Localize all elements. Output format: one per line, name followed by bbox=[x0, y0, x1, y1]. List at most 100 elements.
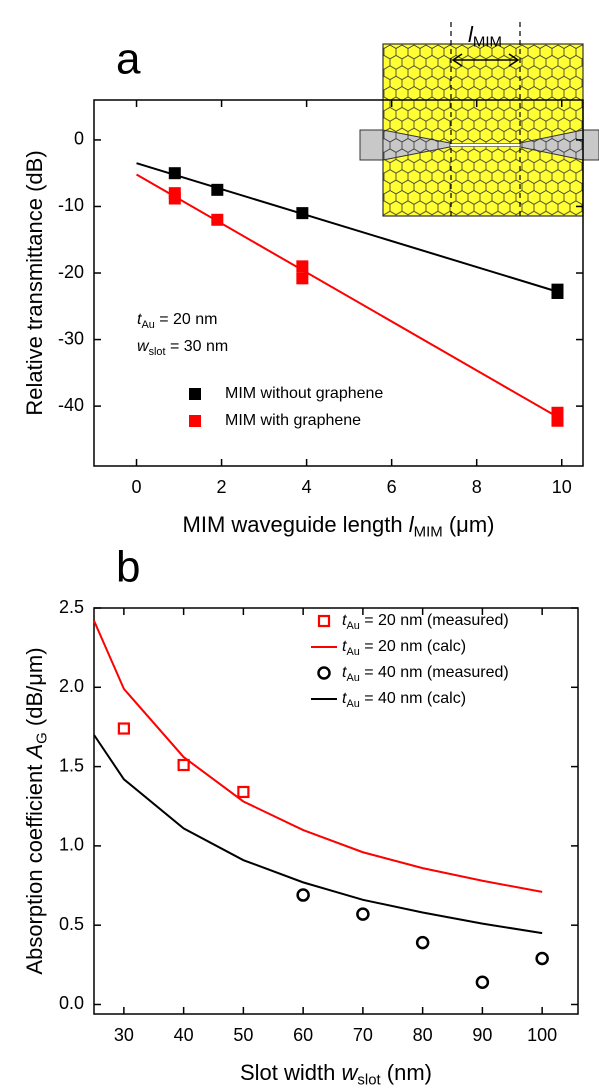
panel-label: b bbox=[116, 543, 140, 592]
label-part: slot bbox=[149, 346, 166, 358]
y-tick-label: 1.5 bbox=[59, 755, 84, 775]
plot-frame bbox=[93, 99, 584, 467]
label-part: (dB/μm) bbox=[22, 647, 47, 732]
legend-label: MIM with graphene bbox=[225, 412, 361, 429]
legend-label: MIM without graphene bbox=[225, 385, 383, 402]
label-part: = 40 nm (calc) bbox=[360, 690, 466, 707]
inset-diagram: lMIM bbox=[359, 22, 599, 217]
label-part: = 20 nm bbox=[155, 311, 218, 328]
data-point bbox=[177, 758, 190, 772]
legend-label: tAu = 20 nm (calc) bbox=[342, 638, 466, 657]
y-tick-label: -10 bbox=[58, 195, 84, 215]
x-tick-label: 60 bbox=[293, 1025, 313, 1045]
label-part: l bbox=[409, 512, 415, 537]
y-tick-label: 2.5 bbox=[59, 597, 84, 617]
label-part: Au bbox=[346, 620, 359, 632]
label-part: Relative transmittance (dB) bbox=[22, 150, 47, 415]
data-point bbox=[535, 951, 549, 966]
label-part: Au bbox=[346, 698, 359, 710]
slot bbox=[449, 143, 521, 147]
data-point bbox=[356, 907, 370, 921]
y-tick-label: 1.0 bbox=[59, 835, 84, 855]
legend-label: tAu = 20 nm (measured) bbox=[342, 612, 509, 631]
label-part: = 20 nm (calc) bbox=[360, 638, 466, 655]
y-axis-label: Relative transmittance (dB) bbox=[22, 150, 47, 415]
x-axis-label: Slot width wslot (nm) bbox=[240, 1060, 432, 1089]
label-part: Au bbox=[141, 319, 154, 331]
label-part: MIM without graphene bbox=[225, 385, 383, 402]
y-tick-label: -20 bbox=[58, 262, 84, 282]
y-tick-label: -30 bbox=[58, 328, 84, 348]
x-tick-label: 80 bbox=[413, 1025, 433, 1045]
data-point bbox=[168, 167, 181, 180]
data-point bbox=[415, 935, 430, 950]
x-tick-label: 2 bbox=[217, 477, 227, 497]
data-point bbox=[296, 260, 309, 273]
inset-label: lMIM bbox=[468, 22, 502, 51]
x-tick-label: 40 bbox=[174, 1025, 194, 1045]
label-part: t bbox=[342, 638, 347, 655]
data-point bbox=[551, 414, 564, 427]
taper-left-graphene bbox=[383, 130, 450, 160]
label-part: Au bbox=[346, 672, 359, 684]
label-part: A bbox=[22, 744, 47, 761]
x-tick-label: 4 bbox=[302, 477, 312, 497]
label-part: Slot width bbox=[240, 1060, 342, 1085]
legend-marker bbox=[317, 666, 331, 680]
x-tick-label: 100 bbox=[527, 1025, 557, 1045]
x-tick-label: 6 bbox=[387, 477, 397, 497]
graphene-pattern bbox=[383, 44, 583, 216]
taper-right-graphene bbox=[520, 130, 583, 160]
legend-marker bbox=[317, 614, 331, 628]
label-part: G bbox=[34, 732, 51, 744]
legend-label: tAu = 40 nm (calc) bbox=[342, 690, 466, 709]
x-axis-label: MIM waveguide length lMIM (μm) bbox=[183, 512, 495, 541]
x-tick-label: 30 bbox=[114, 1025, 134, 1045]
label-part: = 30 nm bbox=[166, 338, 229, 355]
x-tick-label: 70 bbox=[353, 1025, 373, 1045]
label-part: l bbox=[468, 22, 474, 47]
annotation: wslot = 30 nm bbox=[137, 338, 228, 357]
data-line bbox=[136, 173, 563, 421]
label-part: Absorption coefficient bbox=[22, 759, 47, 975]
panel-label: a bbox=[116, 35, 141, 84]
data-point bbox=[237, 785, 250, 799]
label-part: t bbox=[342, 612, 347, 629]
label-part: w bbox=[342, 1060, 360, 1085]
y-tick-label: 0.0 bbox=[59, 993, 84, 1013]
label-part: (nm) bbox=[381, 1060, 432, 1085]
data-line bbox=[93, 620, 543, 893]
y-tick-label: 0.5 bbox=[59, 914, 84, 934]
x-tick-label: 0 bbox=[132, 477, 142, 497]
legend-marker bbox=[189, 388, 201, 400]
data-point bbox=[117, 722, 130, 735]
y-tick-label: 2.0 bbox=[59, 676, 84, 696]
label-part: t bbox=[342, 690, 347, 707]
label-part: slot bbox=[357, 1072, 381, 1089]
label-part: = 40 nm (measured) bbox=[360, 664, 509, 681]
label-part: (μm) bbox=[443, 512, 495, 537]
y-tick-label: -40 bbox=[58, 395, 84, 415]
label-part: = 20 nm (measured) bbox=[360, 612, 509, 629]
x-tick-label: 8 bbox=[472, 477, 482, 497]
data-point bbox=[475, 975, 490, 990]
label-part: MIM with graphene bbox=[225, 412, 361, 429]
data-point bbox=[296, 272, 309, 285]
data-point bbox=[296, 207, 309, 220]
legend-label: tAu = 40 nm (measured) bbox=[342, 664, 509, 683]
label-part: MIM bbox=[473, 34, 502, 51]
legend-marker bbox=[189, 415, 201, 427]
data-line bbox=[136, 162, 563, 294]
y-axis-label: Absorption coefficient AG (dB/μm) bbox=[22, 647, 51, 974]
label-part: w bbox=[137, 338, 150, 355]
data-point bbox=[551, 286, 564, 299]
x-tick-label: 50 bbox=[233, 1025, 253, 1045]
label-part: Au bbox=[346, 646, 359, 658]
data-point bbox=[168, 192, 181, 205]
arrow-heads bbox=[451, 53, 520, 67]
data-point bbox=[211, 213, 224, 226]
label-part: MIM waveguide length bbox=[183, 512, 409, 537]
annotation: tAu = 20 nm bbox=[137, 311, 217, 330]
plot-frame bbox=[93, 607, 579, 1015]
